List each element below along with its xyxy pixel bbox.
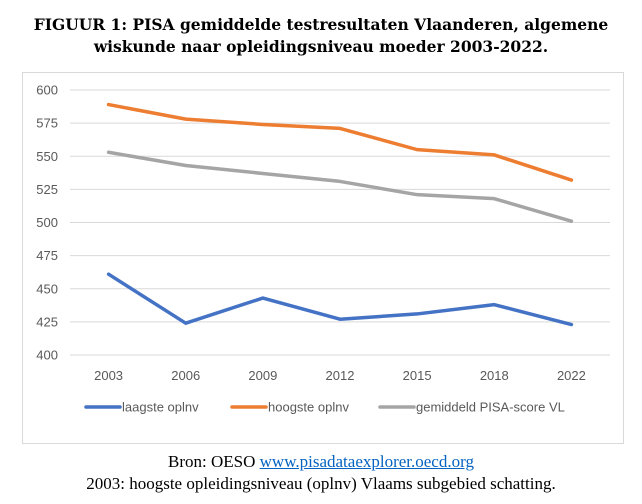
series-line-1 bbox=[106, 102, 574, 182]
y-tick-label: 550 bbox=[36, 149, 58, 164]
series-line-2 bbox=[106, 150, 574, 223]
y-tick-label: 400 bbox=[36, 348, 58, 363]
y-tick-label: 525 bbox=[36, 182, 58, 197]
chart-frame bbox=[22, 72, 624, 444]
title-line-1: FIGUUR 1: PISA gemiddelde testresultaten… bbox=[33, 15, 609, 34]
source-prefix: Bron: OESO bbox=[168, 452, 260, 471]
legend-label: laagste oplnv bbox=[122, 400, 199, 415]
x-tick-label: 2012 bbox=[326, 368, 355, 383]
x-tick-label: 2022 bbox=[557, 368, 586, 383]
y-tick-label: 500 bbox=[36, 215, 58, 230]
x-tick-label: 2009 bbox=[248, 368, 277, 383]
footnote: 2003: hoogste opleidingsniveau (oplnv) V… bbox=[86, 474, 556, 493]
x-tick-label: 2015 bbox=[403, 368, 432, 383]
title-line-2: wiskunde naar opleidingsniveau moeder 20… bbox=[93, 37, 549, 56]
y-tick-label: 575 bbox=[36, 116, 58, 131]
source-link[interactable]: www.pisadataexplorer.oecd.org bbox=[259, 452, 474, 471]
y-tick-label: 475 bbox=[36, 248, 58, 263]
x-tick-label: 2003 bbox=[94, 368, 123, 383]
source-line: Bron: OESO www.pisadataexplorer.oecd.org bbox=[0, 452, 642, 472]
chart-title: FIGUUR 1: PISA gemiddelde testresultaten… bbox=[0, 14, 642, 58]
legend-label: gemiddeld PISA-score VL bbox=[416, 400, 565, 415]
x-tick-label: 2018 bbox=[480, 368, 509, 383]
series-line-0 bbox=[106, 272, 574, 327]
legend-label: hoogste oplnv bbox=[268, 400, 349, 415]
y-tick-label: 600 bbox=[36, 83, 58, 98]
y-tick-label: 425 bbox=[36, 314, 58, 329]
x-tick-label: 2006 bbox=[171, 368, 200, 383]
y-tick-label: 450 bbox=[36, 281, 58, 296]
